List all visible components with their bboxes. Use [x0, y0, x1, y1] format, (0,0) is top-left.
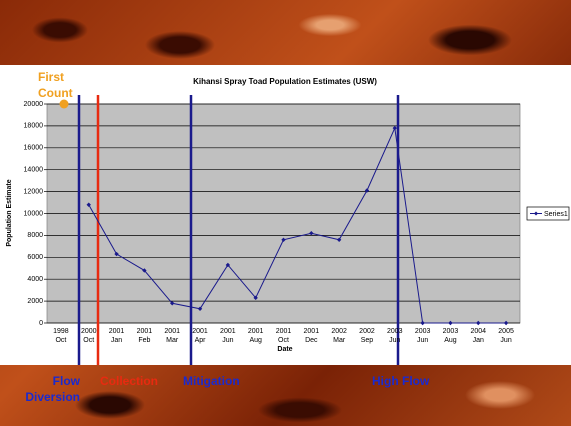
x-tick-label: 2003 Jun: [410, 327, 436, 345]
x-tick-label: 2001 Apr: [187, 327, 213, 345]
x-tick-label: 1998 Oct: [48, 327, 74, 345]
chart: Kihansi Spray Toad Population Estimates …: [0, 0, 571, 426]
x-axis-label: Date: [277, 346, 292, 353]
x-tick-label: 2001 Feb: [131, 327, 157, 345]
y-axis-label: Population Estimate: [6, 179, 13, 246]
x-tick-label: 2002 Mar: [326, 327, 352, 345]
x-tick-label: 2001 Jan: [104, 327, 130, 345]
x-tick-label: 2001 Dec: [298, 327, 324, 345]
chart-title: Kihansi Spray Toad Population Estimates …: [193, 77, 377, 86]
y-tick-label: 8000: [27, 232, 43, 239]
y-tick-label: 4000: [27, 276, 43, 283]
x-tick-label: 2005 Jun: [493, 327, 519, 345]
x-tick-label: 2003 Aug: [437, 327, 463, 345]
x-tick-label: 2001 Oct: [271, 327, 297, 345]
y-tick-label: 20000: [24, 101, 44, 108]
x-tick-label: 2004 Jan: [465, 327, 491, 345]
y-tick-label: 18000: [24, 123, 44, 130]
x-tick-label: 2003 Jun: [382, 327, 408, 345]
y-tick-label: 16000: [24, 145, 44, 152]
y-tick-label: 14000: [24, 167, 44, 174]
x-tick-label: 2000 Oct: [76, 327, 102, 345]
annotation: First Count: [38, 69, 78, 101]
legend-label: Series1: [544, 211, 568, 218]
x-tick-label: 2001 Jun: [215, 327, 241, 345]
x-tick-label: 2001 Aug: [243, 327, 269, 345]
annotation: High Flow: [372, 373, 429, 389]
annotation: Mitigation: [183, 373, 240, 389]
x-tick-label: 2001 Mar: [159, 327, 185, 345]
x-tick-label: 2002 Sep: [354, 327, 380, 345]
y-tick-label: 2000: [27, 298, 43, 305]
slide: Kihansi Spray Toad Population Estimates …: [0, 0, 571, 426]
annotation: Flow Diversion: [20, 373, 80, 405]
y-tick-label: 10000: [24, 210, 44, 217]
y-tick-label: 12000: [24, 188, 44, 195]
y-tick-label: 0: [39, 320, 43, 327]
annotation: Collection: [100, 373, 158, 389]
y-tick-label: 6000: [27, 254, 43, 261]
